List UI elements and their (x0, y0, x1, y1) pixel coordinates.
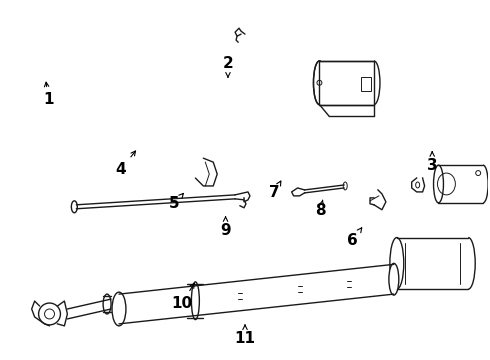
Text: 11: 11 (235, 325, 255, 346)
Ellipse shape (390, 238, 404, 289)
Ellipse shape (434, 165, 443, 203)
Ellipse shape (314, 61, 325, 105)
Bar (361, 77, 371, 91)
Ellipse shape (389, 264, 399, 295)
Text: 4: 4 (116, 151, 136, 177)
Ellipse shape (192, 282, 199, 320)
Text: 9: 9 (220, 217, 231, 238)
Text: 1: 1 (43, 82, 53, 107)
Bar (319, 61, 374, 105)
Text: 10: 10 (171, 283, 194, 311)
Text: 2: 2 (222, 57, 233, 77)
Ellipse shape (39, 303, 60, 325)
Text: 3: 3 (427, 152, 438, 173)
Ellipse shape (45, 309, 54, 319)
Text: 5: 5 (169, 193, 183, 211)
Text: 7: 7 (269, 181, 281, 200)
Text: 8: 8 (315, 200, 326, 218)
Ellipse shape (103, 294, 111, 314)
Text: 6: 6 (346, 228, 362, 248)
Ellipse shape (112, 292, 126, 326)
